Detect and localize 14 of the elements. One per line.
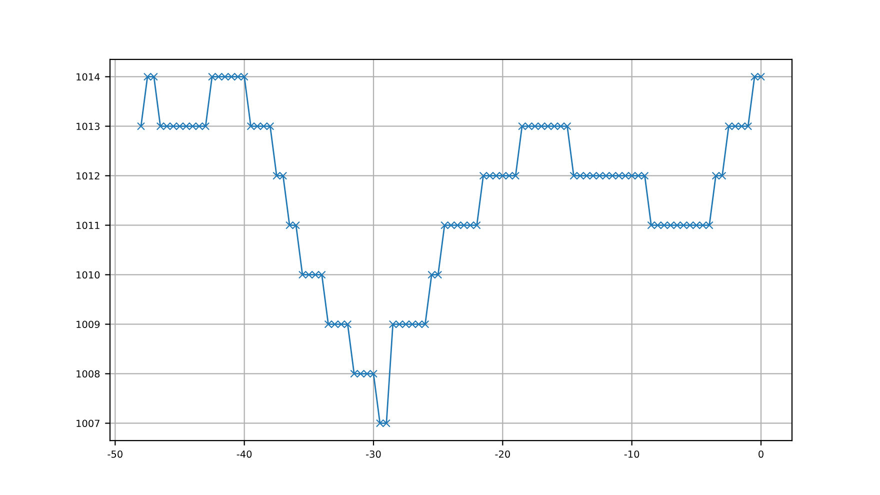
y-tick-label: 1011	[76, 222, 100, 230]
x-tick-label: -10	[624, 450, 640, 458]
x-tick-label: -20	[495, 450, 510, 458]
y-tick-label: 1009	[76, 320, 100, 328]
x-tick-label: -50	[108, 450, 122, 458]
y-tick-label: 1014	[76, 73, 100, 81]
y-tick-label: 1008	[76, 370, 100, 378]
y-tick-label: 1010	[76, 271, 100, 279]
x-tick-label: 0	[758, 450, 764, 458]
y-tick-label: 1012	[76, 172, 100, 180]
y-tick-label: 1007	[76, 420, 100, 428]
y-tick-label: 1013	[76, 122, 100, 130]
x-tick-label: -30	[366, 450, 381, 458]
x-tick-label: -40	[236, 450, 252, 458]
